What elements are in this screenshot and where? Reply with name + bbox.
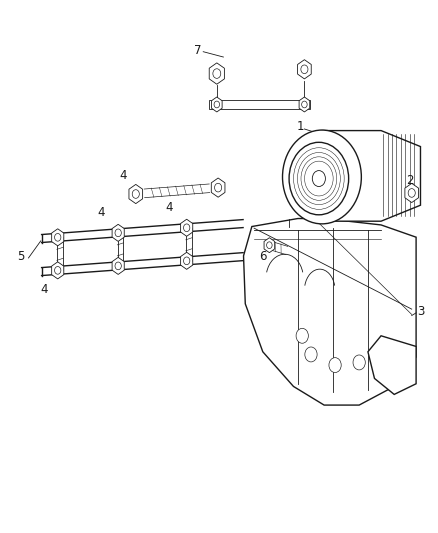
Text: 2: 2 xyxy=(406,174,414,187)
Circle shape xyxy=(408,189,415,197)
Polygon shape xyxy=(368,336,416,394)
Polygon shape xyxy=(315,131,420,221)
Circle shape xyxy=(305,347,317,362)
Polygon shape xyxy=(244,219,416,405)
Circle shape xyxy=(329,358,341,373)
Polygon shape xyxy=(284,176,293,189)
Polygon shape xyxy=(112,257,124,274)
Polygon shape xyxy=(209,100,310,109)
Polygon shape xyxy=(112,224,124,241)
Polygon shape xyxy=(52,229,64,246)
Circle shape xyxy=(312,171,325,187)
Circle shape xyxy=(302,101,307,108)
Circle shape xyxy=(215,183,222,192)
Polygon shape xyxy=(180,219,193,236)
Circle shape xyxy=(296,328,308,343)
Circle shape xyxy=(132,190,139,198)
Text: 4: 4 xyxy=(119,169,127,182)
Circle shape xyxy=(115,262,121,270)
Circle shape xyxy=(184,257,190,265)
Circle shape xyxy=(289,142,349,215)
Polygon shape xyxy=(299,97,310,112)
Polygon shape xyxy=(405,183,419,203)
Circle shape xyxy=(55,266,61,274)
Text: 1: 1 xyxy=(296,120,304,133)
Circle shape xyxy=(213,69,221,78)
Text: 7: 7 xyxy=(194,44,202,57)
Circle shape xyxy=(267,242,272,248)
Polygon shape xyxy=(297,60,311,79)
Polygon shape xyxy=(212,97,222,112)
Circle shape xyxy=(214,101,219,108)
Polygon shape xyxy=(52,262,64,279)
Text: 6: 6 xyxy=(259,251,267,263)
Circle shape xyxy=(353,355,365,370)
Text: 4: 4 xyxy=(41,282,48,295)
Circle shape xyxy=(115,229,121,237)
Text: 4: 4 xyxy=(97,206,104,219)
Text: 4: 4 xyxy=(166,201,173,214)
Polygon shape xyxy=(211,178,225,197)
Text: 3: 3 xyxy=(417,305,424,318)
Ellipse shape xyxy=(283,130,361,224)
Text: 5: 5 xyxy=(18,251,25,263)
Polygon shape xyxy=(264,238,275,253)
Polygon shape xyxy=(209,63,224,84)
Polygon shape xyxy=(129,184,143,204)
Circle shape xyxy=(184,224,190,232)
Polygon shape xyxy=(180,252,193,269)
Circle shape xyxy=(55,233,61,241)
Circle shape xyxy=(301,65,308,74)
